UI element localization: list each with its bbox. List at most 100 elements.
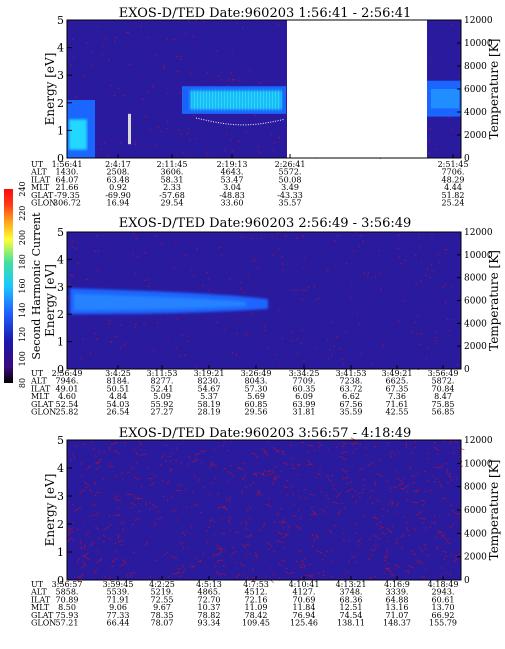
temperature-tick-label: 12000 (464, 228, 493, 238)
ephemeris-row-label: ILAT (31, 384, 51, 393)
ephemeris-cell: 93.34 (198, 619, 221, 628)
energy-band (70, 288, 268, 315)
ephemeris-cell: 78.35 (151, 611, 174, 620)
ephemeris-cell: 4.60 (58, 392, 76, 401)
energy-tick-label: 1 (57, 336, 64, 349)
ephemeris-cell: 2508. (107, 168, 130, 177)
ephemeris-cell: 75.93 (56, 611, 79, 620)
ephemeris-cell: 13.16 (386, 603, 409, 612)
ephemeris-cell: 29.54 (161, 199, 184, 208)
ephemeris-cell: 5858. (56, 588, 79, 597)
temperature-tick-label: 4000 (464, 108, 487, 118)
ephemeris-cell: 148.37 (383, 619, 411, 628)
energy-tick-label: 1 (57, 546, 64, 559)
ephemeris-cell: 4:16:9 (384, 580, 410, 589)
ephemeris-cell: 4865. (198, 588, 221, 597)
ephemeris-cell: 2:56:49 (52, 369, 83, 378)
ephemeris-row-label: GLON (31, 199, 56, 208)
ephemeris-cell: 5572. (279, 168, 302, 177)
ephemeris-cell: 4127. (293, 588, 316, 597)
time-axis-ticks (66, 154, 454, 158)
ephemeris-cell: 58.31 (161, 175, 184, 184)
temperature-axis-label: Temperature [K] (487, 39, 501, 140)
temperature-tick-label: 10000 (464, 39, 493, 49)
ephemeris-cell: 50.08 (279, 175, 302, 184)
ephemeris-cell: 57.21 (56, 619, 79, 628)
energy-tick-label: 3 (57, 69, 64, 82)
ephemeris-cell: 74.54 (340, 611, 363, 620)
ephemeris-cell: 3.49 (281, 183, 299, 192)
ephemeris-cell: 155.79 (429, 619, 457, 628)
ephemeris-cell: 11.09 (245, 603, 268, 612)
ephemeris-cell: 6625. (386, 377, 409, 386)
ephemeris-cell: 71.91 (107, 595, 130, 604)
ephemeris-cell: 3:41:53 (336, 369, 367, 378)
ephemeris-cell: 67.56 (340, 400, 363, 409)
ephemeris-cell: 78.82 (198, 611, 221, 620)
ephemeris-cell: 7.36 (388, 392, 406, 401)
ephemeris-cell: 35.59 (340, 408, 363, 417)
ephemeris-cell: 72.70 (198, 595, 221, 604)
ephemeris-row-label: ILAT (31, 175, 51, 184)
ephemeris-cell: 3:56:49 (428, 369, 459, 378)
ephemeris-cell: 64.88 (386, 595, 409, 604)
ephemeris-row-label: MLT (31, 183, 50, 192)
ephemeris-cell: 3:56:57 (52, 580, 83, 589)
colorbar-tick-label: 180 (18, 254, 27, 269)
ephemeris-cell: 8.47 (434, 392, 452, 401)
ephemeris-row-label: GLAT (31, 611, 54, 620)
ephemeris-cell: 78.42 (245, 611, 268, 620)
ephemeris-cell: 26.54 (107, 408, 130, 417)
ephemeris-cell: 4:7:53 (243, 580, 269, 589)
ephemeris-cell: 4.84 (109, 392, 127, 401)
temperature-tick-label: 2000 (464, 553, 487, 563)
ephemeris-cell: 71.07 (386, 611, 409, 620)
ephemeris-cell: 70.84 (432, 384, 455, 393)
ephemeris-cell: 63.48 (107, 175, 130, 184)
ephemeris-cell: 125.46 (290, 619, 318, 628)
energy-axis-label: Energy [eV] (43, 53, 57, 126)
ephemeris-cell: 64.07 (56, 175, 79, 184)
ephemeris-cell: 31.81 (293, 408, 316, 417)
ephemeris-cell: 48.29 (442, 175, 465, 184)
ephemeris-cell: 5.09 (153, 392, 171, 401)
colorbar-tick-label: 220 (18, 206, 27, 221)
ephemeris-row-label: GLON (31, 408, 56, 417)
ephemeris-cell: 1:56:41 (52, 160, 83, 169)
energy-axis: 0 1 2 3 4 5 (57, 434, 72, 587)
colorbar: 80 100 120 140 160 180 200 220 240 Second Harmon… (4, 181, 43, 388)
ephemeris-row-label: GLAT (31, 191, 54, 200)
ephemeris-cell: 63.99 (293, 400, 316, 409)
ephemeris-cell: 77.33 (107, 611, 130, 620)
ephemeris-cell: 60.85 (245, 400, 268, 409)
ephemeris-cell: 11.84 (293, 603, 316, 612)
ephemeris-cell: 3.04 (223, 183, 241, 192)
panel-2: EXOS-D/TED Date:960203 2:56:49 - 3:56:49… (30, 216, 501, 417)
ephemeris-cell: 5.69 (247, 392, 265, 401)
ephemeris-cell: 52.54 (56, 400, 79, 409)
ephemeris-cell: 8184. (107, 377, 130, 386)
energy-axis: 0 1 2 3 4 5 (57, 14, 72, 165)
ephemeris-row-label: GLAT (31, 400, 54, 409)
ephemeris-cell: 57.30 (245, 384, 268, 393)
ephemeris-cell: 8.50 (58, 603, 76, 612)
ephemeris-cell: 2:26:41 (275, 160, 306, 169)
ephemeris-cell: -48.83 (219, 191, 245, 200)
ephemeris-cell: 29.56 (245, 408, 268, 417)
colorbar-tick-label: 200 (18, 230, 27, 245)
ephemeris-cell: 78.07 (151, 619, 174, 628)
ephemeris-cell: 8277. (151, 377, 174, 386)
ephemeris-cell: 3:34:25 (289, 369, 320, 378)
ephemeris-cell: 3748. (340, 588, 363, 597)
energy-tick-label: 5 (57, 14, 64, 27)
ephemeris-table: UT 1:56:41 2:4:17 2:11:45 2:19:13 2:26:41 2:51… (30, 160, 468, 208)
ephemeris-cell: 7706. (442, 168, 465, 177)
ephemeris-cell: 68.36 (340, 595, 363, 604)
colorbar-ticks: 80 100 120 140 160 180 200 220 240 (18, 181, 27, 388)
ephemeris-cell: 52.41 (151, 384, 174, 393)
ephemeris-row-label: UT (31, 369, 44, 378)
ephemeris-cell: 5219. (151, 588, 174, 597)
temperature-tick-label: 4000 (464, 529, 487, 539)
time-axis-ticks (66, 576, 444, 580)
